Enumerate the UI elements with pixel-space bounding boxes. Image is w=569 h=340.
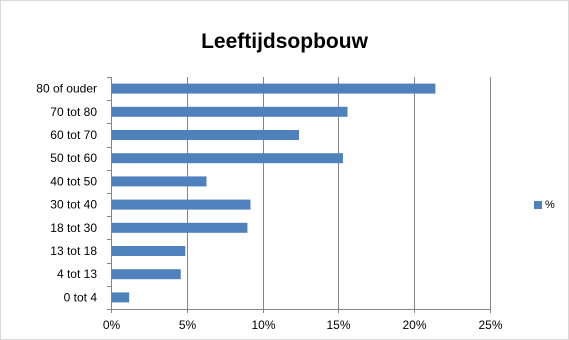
category-label: 50 tot 60 [50, 151, 97, 165]
bar [112, 269, 181, 280]
legend-label: % [545, 199, 555, 211]
x-tick-label: 20% [402, 318, 426, 332]
x-tick-label: 15% [326, 318, 350, 332]
category-label: 80 of ouder [36, 82, 97, 96]
bar [112, 292, 130, 303]
category-label: 60 tot 70 [50, 128, 97, 142]
category-label: 13 tot 18 [50, 244, 97, 258]
category-label: 4 tot 13 [57, 267, 97, 281]
x-tick-label: 25% [478, 318, 502, 332]
x-tick-label: 5% [179, 318, 197, 332]
x-tick-label: 0% [103, 318, 121, 332]
bar [112, 106, 348, 117]
x-tick-label: 10% [251, 318, 275, 332]
bar [112, 83, 436, 94]
bar [112, 153, 343, 164]
bar [112, 199, 251, 210]
category-label: 40 tot 50 [50, 174, 97, 188]
legend: % [534, 199, 555, 211]
bar [112, 176, 207, 187]
bar [112, 222, 248, 233]
bar [112, 130, 299, 140]
chart-title: Leeftijdsopbouw [201, 30, 368, 53]
category-label: 0 tot 4 [64, 290, 98, 304]
category-label: 30 tot 40 [50, 198, 97, 212]
category-label: 70 tot 80 [50, 105, 97, 119]
legend-swatch [534, 201, 542, 209]
bar [112, 246, 186, 256]
category-label: 18 tot 30 [50, 221, 97, 235]
